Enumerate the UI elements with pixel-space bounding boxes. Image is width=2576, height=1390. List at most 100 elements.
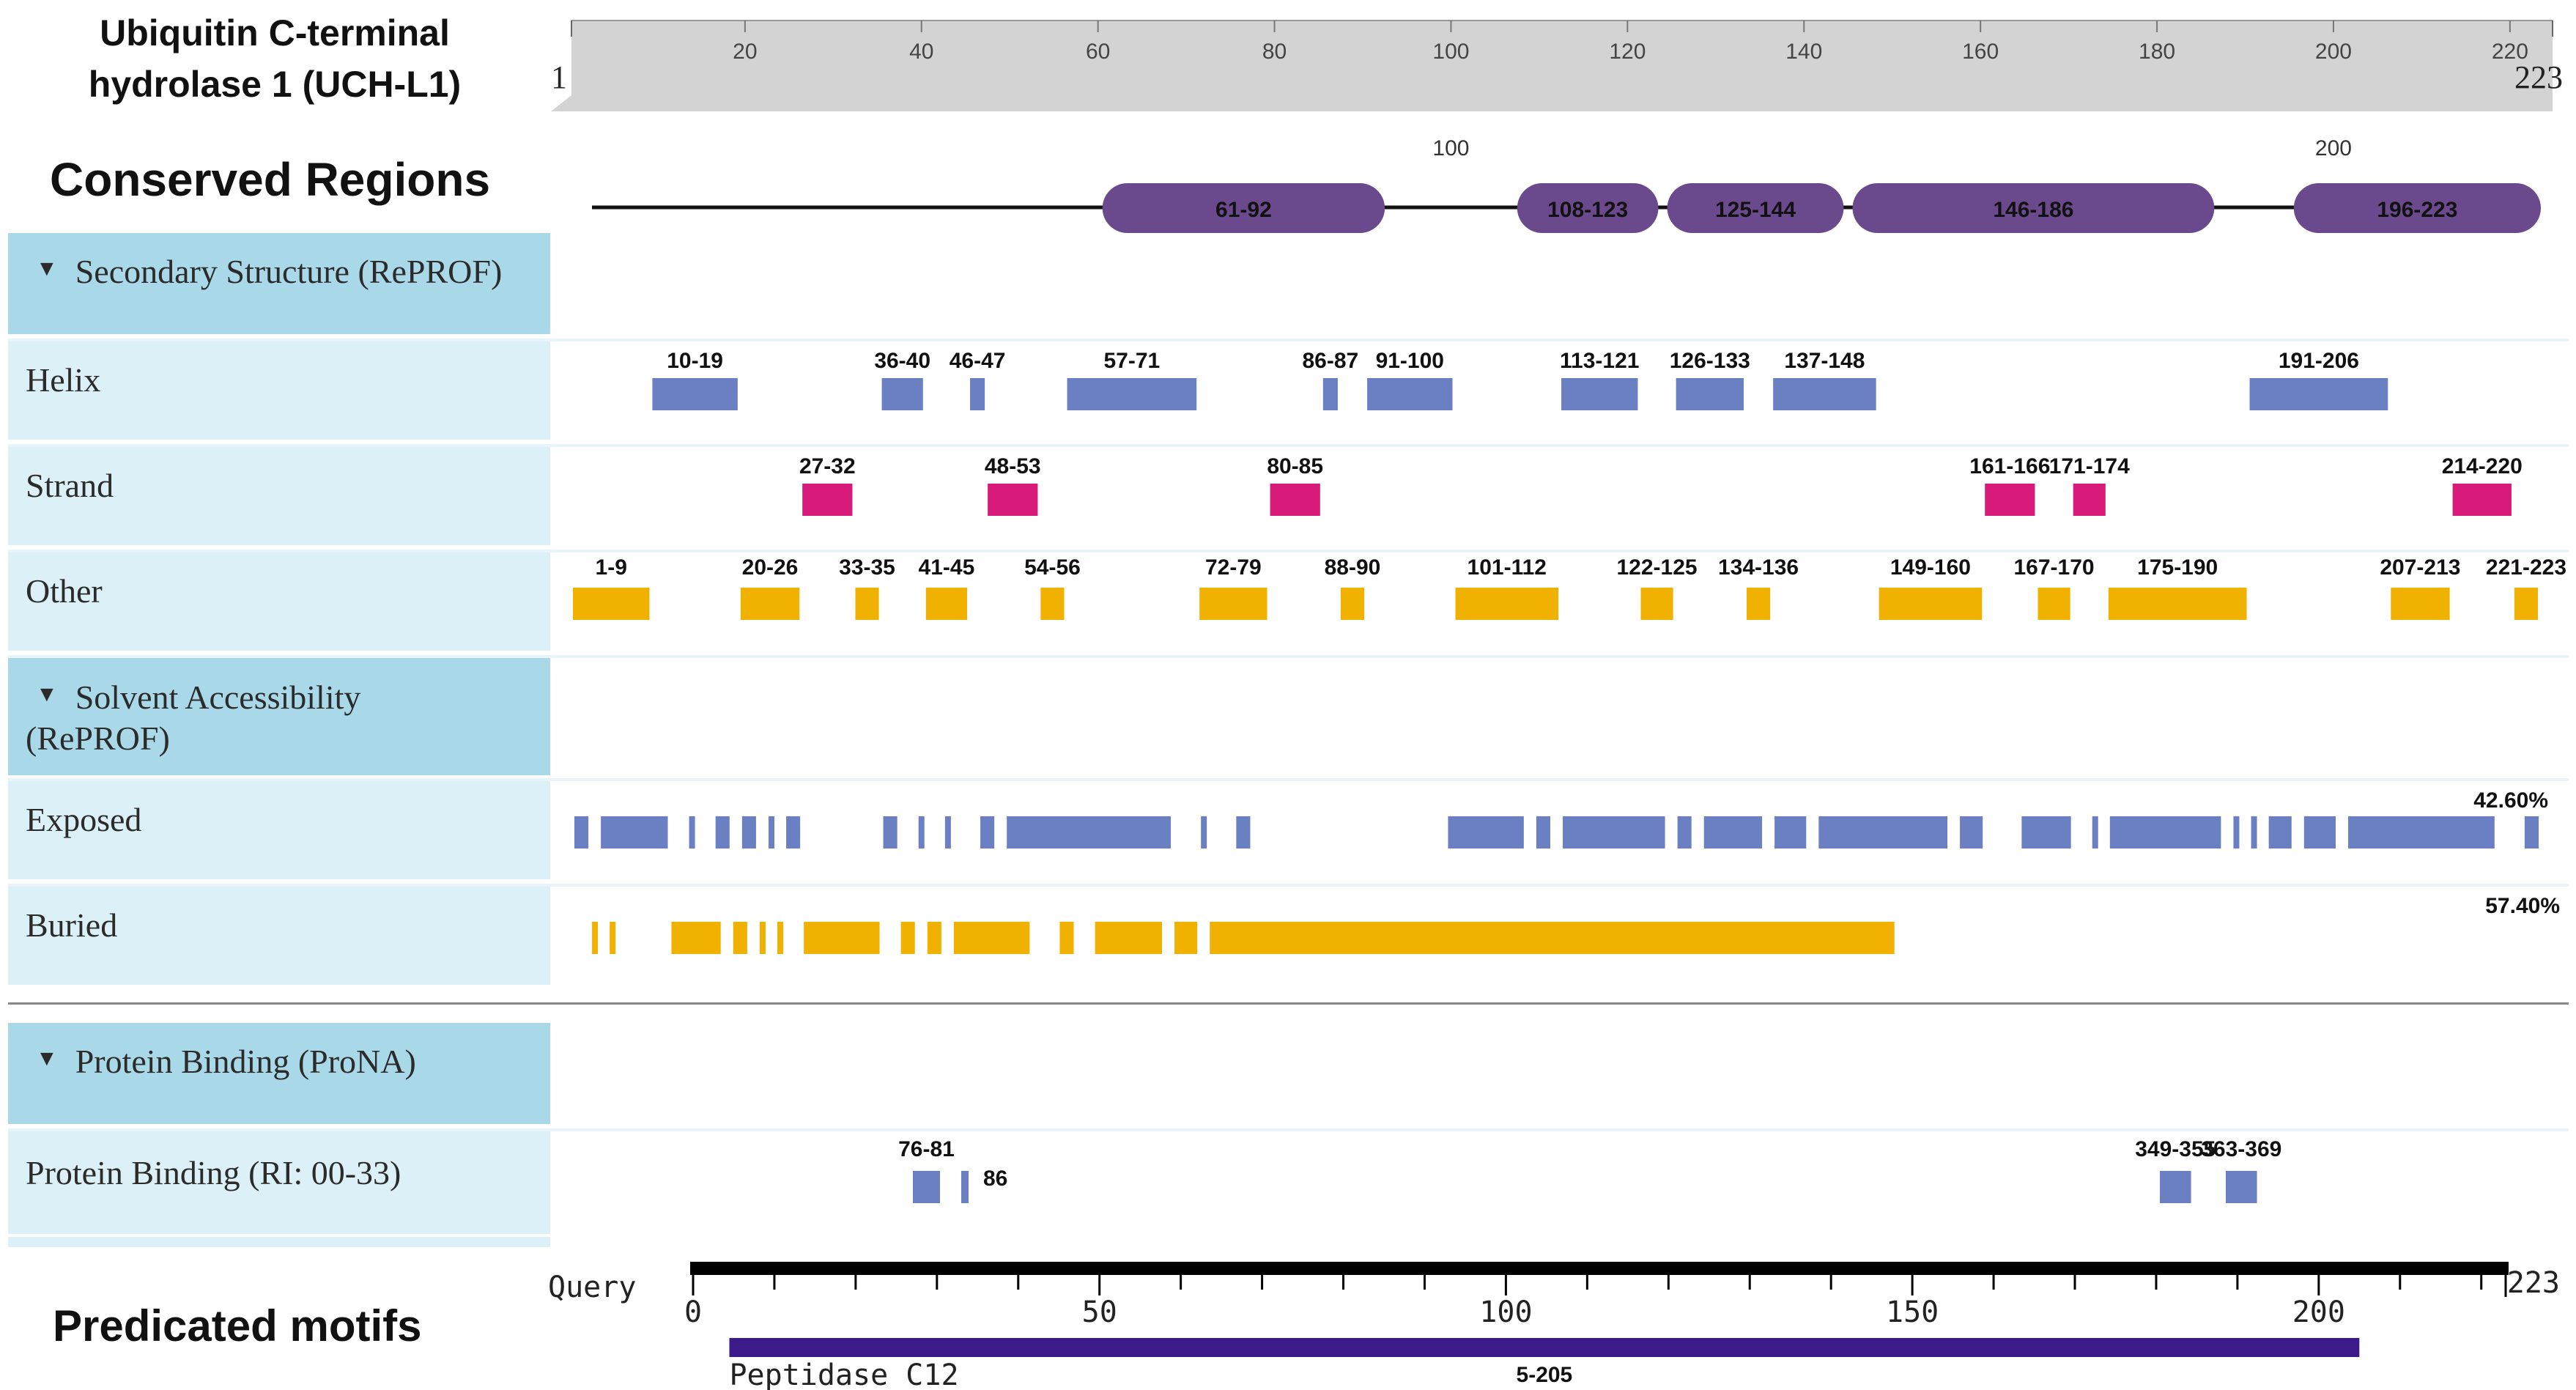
collapse-triangle-icon[interactable]: ▼ — [36, 1046, 58, 1071]
conserved-region-label: 196-223 — [2377, 198, 2457, 222]
helix-segment — [970, 378, 985, 410]
conserved-tick-label: 100 — [1432, 136, 1469, 160]
binding-segment-label: 349-355 — [2135, 1137, 2216, 1161]
row-separator — [8, 778, 2569, 781]
conserved-region — [1102, 183, 1385, 233]
buried-run — [610, 922, 616, 954]
buried-run — [733, 922, 747, 954]
other-segment-label: 54-56 — [1024, 555, 1081, 580]
helix-segment — [1676, 378, 1744, 410]
exposed-run — [1677, 816, 1692, 849]
strand-segment — [802, 484, 853, 516]
conserved-region-label: 108-123 — [1547, 198, 1628, 222]
ruler-tick-label: 220 — [2492, 40, 2528, 64]
other-segment-label: 88-90 — [1325, 555, 1381, 580]
ruler-tick-label: 40 — [909, 40, 933, 64]
protein-title-line2: hydrolase 1 (UCH-L1) — [88, 64, 462, 105]
helix-segment-label: 191-206 — [2279, 349, 2359, 373]
track-label-other: Other — [8, 552, 550, 651]
exposed-run — [1007, 816, 1172, 849]
section-header-protein-binding[interactable]: ▼ Protein Binding (ProNA) — [8, 1023, 550, 1124]
conserved-region — [1667, 183, 1844, 233]
motif-domain-bar — [729, 1338, 2360, 1357]
section-header-solvent-accessibility[interactable]: ▼ Solvent Accessibility (RePROF) — [8, 658, 550, 775]
ruler-tick-label: 60 — [1086, 40, 1110, 64]
protein-title-line1: Ubiquitin C-terminal — [100, 12, 450, 53]
collapse-triangle-icon[interactable]: ▼ — [36, 256, 58, 281]
collapse-triangle-icon[interactable]: ▼ — [36, 682, 58, 706]
exposed-run — [601, 816, 668, 849]
track-label-text: Other — [26, 572, 103, 610]
binding-segment — [961, 1171, 969, 1203]
buried-run — [1059, 922, 1074, 954]
other-segment-label: 33-35 — [839, 555, 895, 580]
query-end-label: 223 — [2507, 1266, 2560, 1300]
track-label-protein-binding: Protein Binding (RI: 00-33) — [8, 1131, 550, 1234]
ruler-band — [551, 21, 2564, 111]
row-separator — [8, 884, 2569, 887]
row-separator — [8, 444, 2569, 447]
exposed-run — [1536, 816, 1550, 849]
binding-segment-label: 363-369 — [2201, 1137, 2281, 1161]
other-segment-label: 221-223 — [2486, 555, 2566, 580]
ruler-end-label: 223 — [2514, 59, 2563, 95]
other-segment-label: 175-190 — [2137, 555, 2218, 580]
ruler-tick-label: 100 — [1432, 40, 1469, 64]
helix-segment — [2249, 378, 2388, 410]
helix-segment — [1773, 378, 1876, 410]
ruler-tick-label: 160 — [1962, 40, 1999, 64]
section-title-line2: (RePROF) — [26, 720, 170, 757]
section-header-secondary-structure[interactable]: ▼ Secondary Structure (RePROF) — [8, 233, 550, 334]
helix-segment-label: 113-121 — [1560, 349, 1639, 373]
exposed-run — [2348, 816, 2495, 849]
other-segment — [2038, 588, 2070, 620]
exposed-run — [1448, 816, 1524, 849]
other-track: 1-9 20-26 33-35 41-45 54-56 72-79 88-90 101-112… — [573, 555, 2566, 620]
helix-segment — [652, 378, 738, 410]
helix-track: 10-19 36-40 46-47 57-71 86-87 91-100 113-121 12… — [652, 349, 2388, 410]
ruler-tick-label: 140 — [1785, 40, 1822, 64]
buried-run — [1095, 922, 1162, 954]
exposed-run — [1236, 816, 1251, 849]
other-segment-label: 167-170 — [2014, 555, 2095, 580]
ruler-tick-label: 180 — [2139, 40, 2175, 64]
exposed-run — [2303, 816, 2336, 849]
helix-segment — [1067, 378, 1197, 410]
row-separator — [8, 339, 2569, 341]
buried-run — [1210, 922, 1895, 954]
buried-run — [1174, 922, 1198, 954]
buried-run — [759, 922, 766, 954]
helix-segment — [1322, 378, 1338, 410]
other-segment — [1879, 588, 1983, 620]
track-label-text: Exposed — [26, 801, 142, 838]
binding-segment — [2160, 1171, 2191, 1203]
motif-domain-name: Peptidase_C12 — [729, 1358, 958, 1390]
row-separator — [8, 1128, 2569, 1131]
strand-segment — [1270, 484, 1320, 516]
exposed-run — [2109, 816, 2221, 849]
helix-segment-label: 57-71 — [1103, 349, 1160, 373]
binding-segment-label: 76-81 — [898, 1137, 955, 1161]
query-tick-label: 100 — [1479, 1295, 1532, 1329]
exposed-run — [2233, 816, 2240, 849]
exposed-run — [768, 816, 774, 849]
helix-segment-label: 86-87 — [1303, 349, 1359, 373]
other-segment-label: 72-79 — [1205, 555, 1262, 580]
strand-segment — [988, 484, 1038, 516]
other-segment — [925, 588, 968, 620]
track-label-text: Helix — [26, 361, 101, 399]
ruler-start-label: 1 — [551, 59, 567, 95]
strand-segment-label: 171-174 — [2049, 454, 2130, 478]
other-segment — [1040, 588, 1065, 620]
strand-segment-label: 48-53 — [985, 454, 1041, 478]
buried-percent: 57.40% — [2485, 894, 2560, 918]
other-segment-label: 20-26 — [742, 555, 799, 580]
query-tick-label: 50 — [1082, 1295, 1117, 1329]
exposed-run — [2268, 816, 2292, 849]
other-segment — [1455, 588, 1559, 620]
track-label-helix: Helix — [8, 341, 550, 440]
strand-segment-label: 161-166 — [1969, 454, 2050, 478]
other-segment-label: 207-213 — [2380, 555, 2460, 580]
other-segment-label: 122-125 — [1616, 555, 1697, 580]
